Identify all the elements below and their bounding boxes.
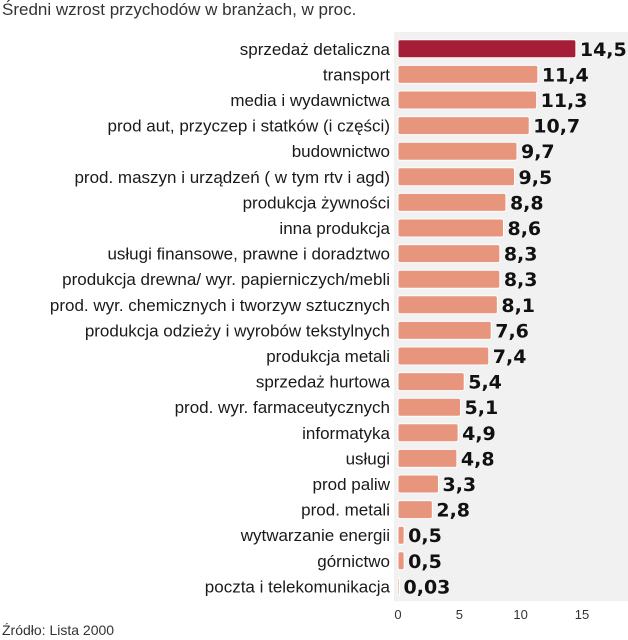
value-label: 4,8 bbox=[461, 448, 495, 470]
value-label: 11,4 bbox=[542, 64, 589, 86]
value-label: 8,1 bbox=[501, 295, 535, 317]
bar bbox=[397, 474, 439, 494]
value-label: 0,5 bbox=[408, 525, 442, 547]
category-label: prod. metali bbox=[301, 501, 390, 520]
category-label: usługi finansowe, prawne i doradztwo bbox=[107, 245, 390, 264]
value-label: 8,6 bbox=[507, 218, 541, 240]
bar bbox=[397, 448, 458, 468]
category-label: sprzedaż hurtowa bbox=[256, 373, 391, 392]
value-label: 5,4 bbox=[468, 372, 502, 394]
category-label: budownictwo bbox=[292, 142, 390, 161]
chart-title: Średni wzrost przychodów w branżach, w p… bbox=[2, 0, 357, 19]
category-label: prod. wyr. chemicznych i tworzyw sztuczn… bbox=[50, 296, 390, 315]
category-label: produkcja drewna/ wyr. papierniczych/meb… bbox=[62, 270, 390, 289]
value-label: 14,5 bbox=[580, 39, 627, 61]
category-label: produkcja metali bbox=[266, 347, 390, 366]
category-label: informatyka bbox=[302, 424, 390, 443]
category-label: inna produkcja bbox=[279, 219, 390, 238]
value-label: 10,7 bbox=[533, 116, 580, 138]
category-label: usługi bbox=[346, 449, 390, 468]
value-label: 5,1 bbox=[465, 397, 499, 419]
bar bbox=[397, 346, 490, 366]
value-label: 2,8 bbox=[436, 500, 470, 522]
bar bbox=[397, 39, 577, 59]
category-label: górnictwo bbox=[317, 552, 390, 571]
source-note: Źródło: Lista 2000 bbox=[2, 622, 115, 638]
value-label: 8,3 bbox=[504, 269, 538, 291]
bar bbox=[397, 295, 498, 315]
category-label: produkcja żywności bbox=[243, 193, 390, 212]
value-label: 0,5 bbox=[408, 551, 442, 573]
category-label: poczta i telekomunikacja bbox=[205, 577, 391, 596]
bar bbox=[397, 90, 538, 110]
x-tick-label: 15 bbox=[575, 607, 589, 622]
category-label: produkcja odzieży i wyrobów tekstylnych bbox=[85, 321, 390, 340]
bar bbox=[397, 397, 462, 417]
bar bbox=[397, 525, 405, 545]
category-label: transport bbox=[323, 65, 390, 84]
value-label: 8,8 bbox=[510, 192, 544, 214]
value-label: 0,03 bbox=[404, 576, 451, 598]
value-label: 8,3 bbox=[504, 244, 538, 266]
category-label: media i wydawnictwa bbox=[230, 91, 390, 110]
bar bbox=[397, 141, 518, 161]
bar bbox=[397, 64, 539, 84]
bar bbox=[397, 576, 400, 596]
bar bbox=[397, 218, 504, 238]
value-label: 4,9 bbox=[462, 423, 496, 445]
bar bbox=[397, 423, 459, 443]
bars bbox=[397, 39, 577, 596]
category-label: prod paliw bbox=[313, 475, 391, 494]
x-tick-label: 10 bbox=[513, 607, 527, 622]
value-label: 9,5 bbox=[519, 167, 553, 189]
value-label: 9,7 bbox=[521, 141, 555, 163]
bar bbox=[397, 167, 516, 187]
category-label: wytwarzanie energii bbox=[240, 526, 390, 545]
bar bbox=[397, 372, 465, 392]
bar bbox=[397, 500, 433, 520]
bar bbox=[397, 551, 405, 571]
value-label: 7,6 bbox=[495, 320, 529, 342]
value-label: 11,3 bbox=[541, 90, 588, 112]
bar bbox=[397, 320, 492, 340]
value-label: 3,3 bbox=[442, 474, 476, 496]
x-axis: 0 5 10 15 bbox=[394, 607, 589, 622]
bar bbox=[397, 116, 530, 136]
x-tick-label: 0 bbox=[394, 607, 401, 622]
bar bbox=[397, 192, 507, 212]
value-label: 7,4 bbox=[493, 346, 527, 368]
value-labels: 14,5 11,4 11,3 10,7 9,7 9,5 8,8 8,6 8,3 8,3 8,1 7,6… bbox=[404, 39, 627, 599]
category-label: sprzedaż detaliczna bbox=[240, 40, 391, 59]
x-tick-label: 5 bbox=[456, 607, 463, 622]
category-labels: sprzedaż detaliczna transport media i wyda… bbox=[50, 40, 391, 597]
category-label: prod. wyr. farmaceutycznych bbox=[175, 398, 390, 417]
category-label: prod aut, przyczep i statków (i części) bbox=[108, 117, 390, 136]
bar bbox=[397, 244, 501, 264]
bar bbox=[397, 269, 501, 289]
category-label: prod. maszyn i urządzeń ( w tym rtv i ag… bbox=[74, 168, 390, 187]
